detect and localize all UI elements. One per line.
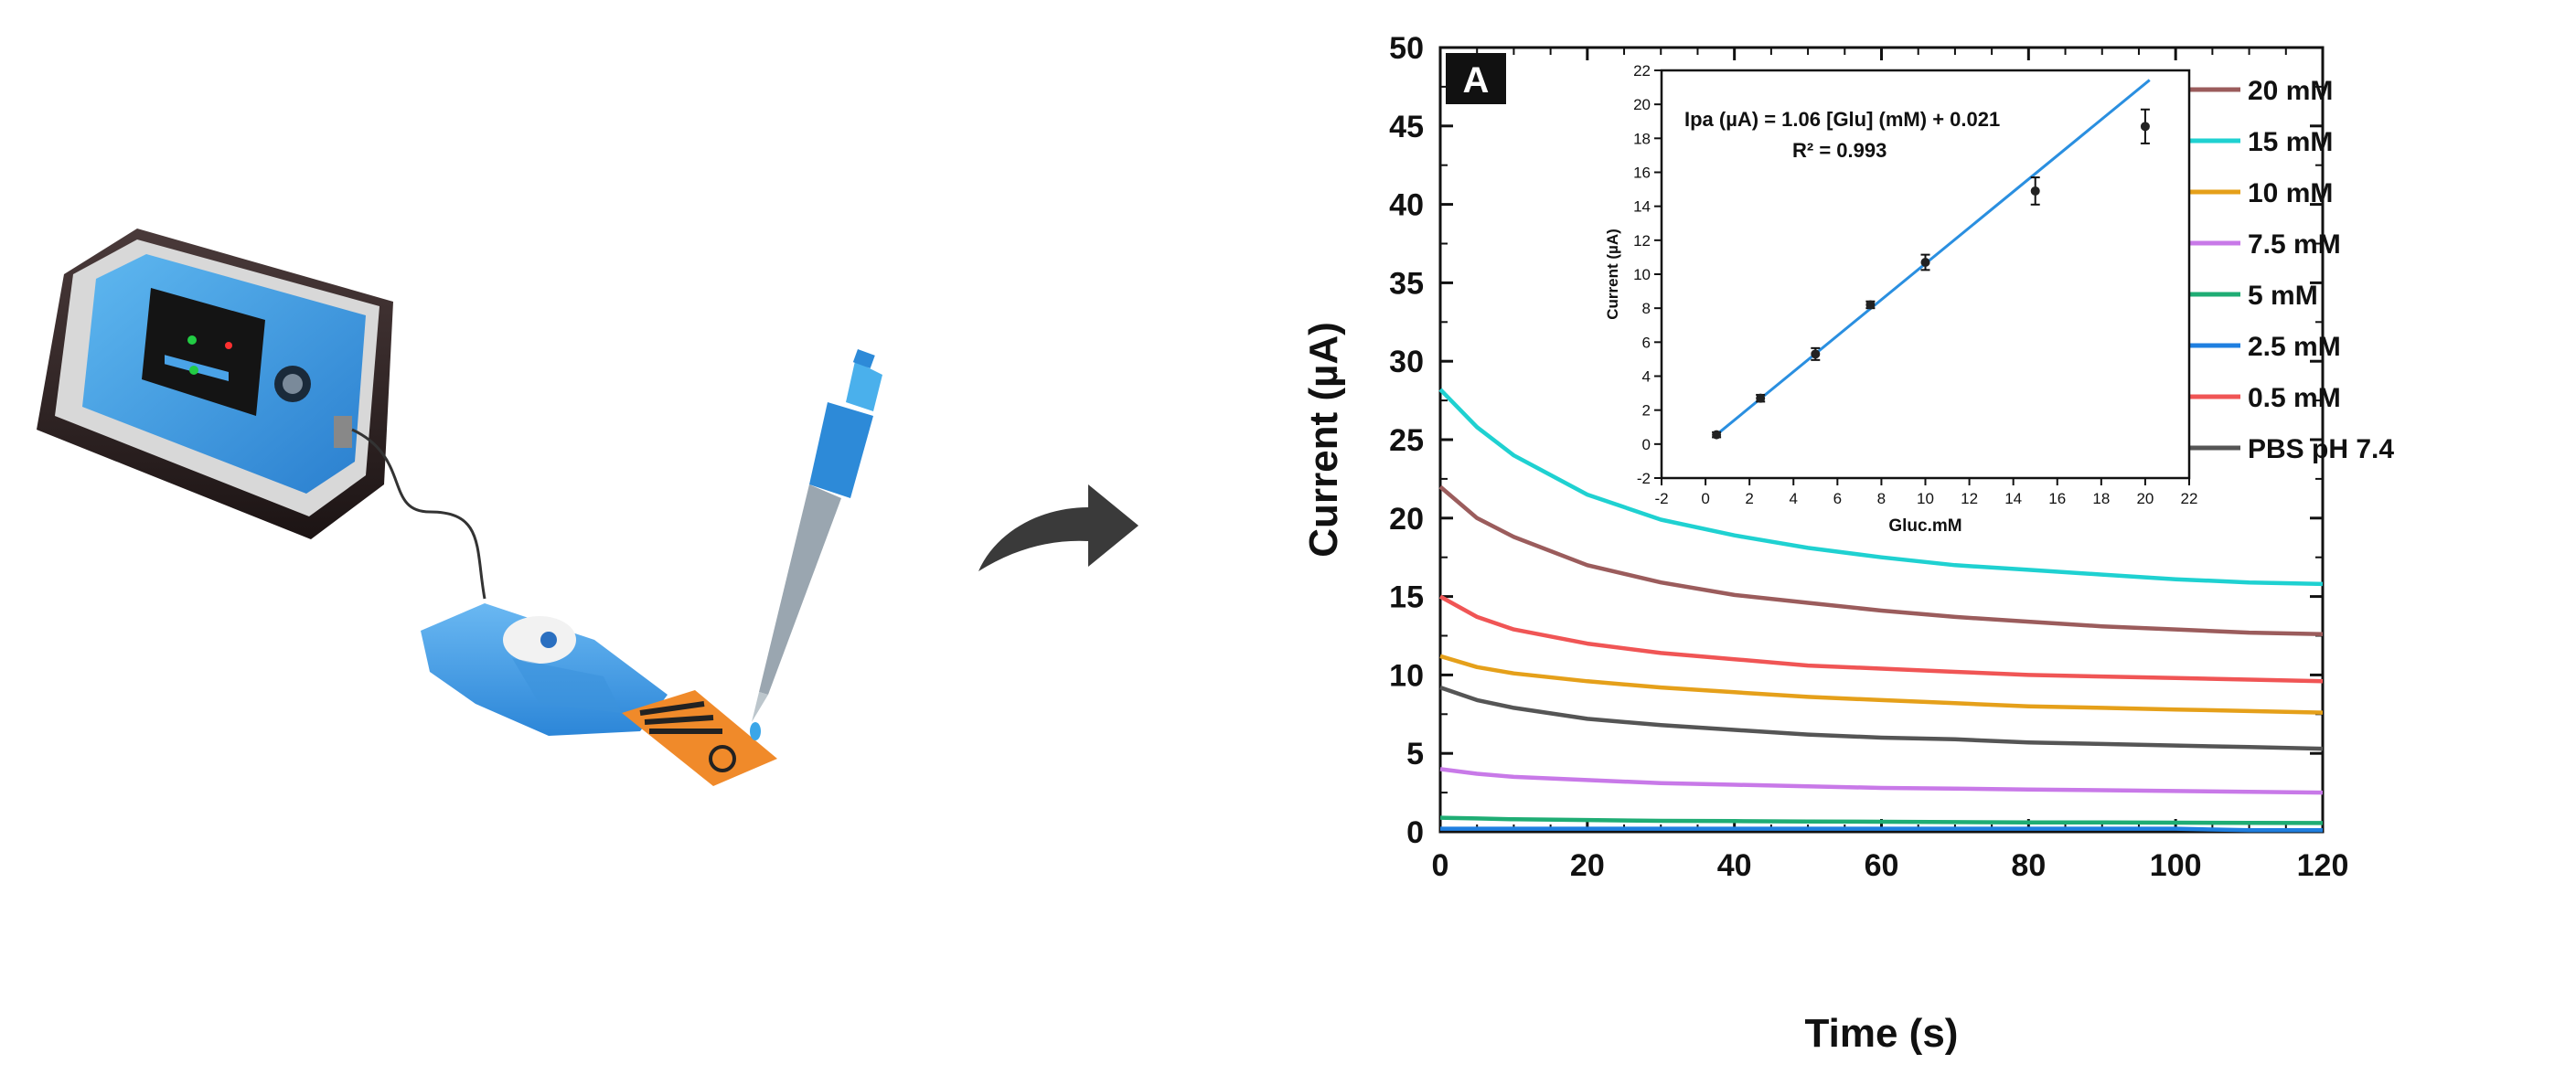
inset-x-tick-label: 20 bbox=[2136, 490, 2154, 507]
inset-y-tick-label: 10 bbox=[1633, 266, 1651, 283]
inset-x-tick-label: 18 bbox=[2092, 490, 2110, 507]
inset-r-squared: R² = 0.993 bbox=[1792, 139, 1887, 162]
panel-label-text: A bbox=[1463, 60, 1490, 101]
series-line bbox=[1438, 594, 2324, 684]
panel-label: A bbox=[1446, 53, 1506, 104]
inset-point bbox=[2030, 186, 2040, 196]
x-axis: 0 20 40 60 80 100 120 bbox=[1432, 48, 2349, 883]
legend-label: PBS pH 7.4 bbox=[2248, 434, 2394, 464]
inset-x-tick-label: 0 bbox=[1701, 490, 1709, 507]
inset-equation: Ipa (µA) = 1.06 [Glu] (mM) + 0.021 bbox=[1684, 108, 2000, 131]
series-line bbox=[1439, 767, 2324, 795]
series-line bbox=[1439, 685, 2324, 751]
series-line bbox=[1438, 388, 2324, 587]
inset-y-tick-label: 14 bbox=[1633, 198, 1651, 216]
y-tick-label: 35 bbox=[1389, 266, 1424, 301]
cable bbox=[351, 428, 486, 600]
series-line bbox=[1440, 826, 2323, 833]
device-illustration bbox=[37, 229, 882, 786]
inset-point bbox=[1811, 349, 1821, 359]
series-line bbox=[1439, 654, 2324, 715]
inset-border bbox=[1660, 69, 2191, 480]
inset-x-tick-label: 8 bbox=[1877, 490, 1886, 507]
inset-y-tick-label: 16 bbox=[1633, 165, 1651, 182]
inset-y-axis-title: Current (µA) bbox=[1604, 229, 1621, 320]
inset-y-tick-label: 20 bbox=[1633, 96, 1651, 113]
x-tick-label: 80 bbox=[2011, 848, 2046, 883]
y-tick-label: 15 bbox=[1389, 580, 1424, 615]
x-tick-label: 40 bbox=[1717, 848, 1752, 883]
y-axis-title: Current (µA) bbox=[1301, 322, 1346, 558]
y-tick-label: 5 bbox=[1406, 737, 1424, 771]
x-tick-label: 100 bbox=[2150, 848, 2202, 883]
legend-label: 10 mM bbox=[2248, 178, 2333, 208]
sensor-adapter bbox=[421, 603, 668, 736]
y-tick-label: 20 bbox=[1389, 502, 1424, 537]
inset-x-tick-label: -2 bbox=[1654, 490, 1668, 507]
y-tick-label: 25 bbox=[1389, 423, 1424, 458]
x-tick-label: 60 bbox=[1865, 848, 1899, 883]
inset-x-tick-label: 14 bbox=[2004, 490, 2022, 507]
y-tick-label: 45 bbox=[1389, 110, 1424, 144]
inset-point bbox=[1865, 300, 1876, 310]
series-line bbox=[1438, 484, 2324, 637]
y-tick-label: 0 bbox=[1406, 815, 1424, 850]
y-tick-label: 10 bbox=[1389, 658, 1424, 693]
x-tick-label: 120 bbox=[2297, 848, 2349, 883]
legend: 20 mM 15 mM 10 mM 7.5 mM 5 mM 2.5 mM 0.5 mM PBS… bbox=[2173, 76, 2394, 464]
inset-y-tick-label: 18 bbox=[1633, 130, 1651, 147]
inset-point bbox=[1756, 393, 1766, 403]
potentiostat-reader bbox=[37, 229, 393, 539]
inset-point bbox=[1920, 257, 1930, 267]
inset-y-tick-label: 12 bbox=[1633, 232, 1651, 250]
inset-calibration-plot: -2 0 2 4 6 8 10 12 14 16 18 20 22 -2 0 2 4 6 8 10 12 14 16 18 20… bbox=[1604, 62, 2197, 536]
panel-label-background bbox=[1446, 53, 1506, 104]
inset-y-tick-label: 4 bbox=[1642, 368, 1651, 386]
legend-label: 5 mM bbox=[2248, 281, 2318, 311]
x-tick-label: 20 bbox=[1570, 848, 1605, 883]
inset-y-tick-label: 6 bbox=[1642, 334, 1651, 351]
inset-y-tick-label: -2 bbox=[1637, 470, 1651, 487]
inset-y-tick-label: 0 bbox=[1642, 436, 1651, 453]
inset-axes: -2 0 2 4 6 8 10 12 14 16 18 20 22 -2 0 2 4 6 8 10 12 14 16 18 20… bbox=[1633, 62, 2197, 507]
y-tick-label: 40 bbox=[1389, 188, 1424, 223]
inset-points bbox=[1712, 108, 2150, 440]
inset-x-tick-label: 6 bbox=[1833, 490, 1842, 507]
inset-frame bbox=[1660, 69, 2191, 480]
test-strip bbox=[622, 690, 777, 786]
y-tick-label: 50 bbox=[1389, 31, 1424, 66]
x-axis-title: Time (s) bbox=[1805, 1011, 1959, 1056]
arrow-shape bbox=[978, 484, 1138, 571]
legend-label: 0.5 mM bbox=[2248, 383, 2341, 413]
inset-x-tick-label: 2 bbox=[1745, 490, 1753, 507]
inset-x-tick-label: 22 bbox=[2181, 490, 2198, 507]
screen bbox=[142, 288, 265, 416]
pipette bbox=[750, 349, 882, 740]
legend-label: 15 mM bbox=[2248, 127, 2333, 157]
inset-point bbox=[1712, 430, 1722, 440]
y-tick-label: 30 bbox=[1389, 345, 1424, 379]
droplet-icon bbox=[750, 722, 761, 740]
series-lines bbox=[1438, 388, 2324, 833]
legend-label: 7.5 mM bbox=[2248, 229, 2341, 260]
legend-label: 20 mM bbox=[2248, 76, 2333, 106]
inset-x-tick-label: 12 bbox=[1961, 490, 1978, 507]
inset-x-axis-title: Gluc.mM bbox=[1888, 516, 1961, 536]
inset-y-tick-label: 22 bbox=[1633, 62, 1651, 80]
series-line bbox=[1439, 815, 2324, 825]
inset-point bbox=[2140, 122, 2150, 132]
inset-y-tick-label: 8 bbox=[1642, 300, 1651, 317]
inset-fit-line bbox=[1716, 79, 2151, 436]
x-tick-label: 0 bbox=[1432, 848, 1449, 883]
inset-x-tick-label: 10 bbox=[1917, 490, 1934, 507]
curved-arrow-icon bbox=[978, 484, 1138, 571]
inset-y-tick-label: 2 bbox=[1642, 402, 1651, 420]
inset-x-tick-label: 4 bbox=[1790, 490, 1798, 507]
legend-label: 2.5 mM bbox=[2248, 332, 2341, 362]
inset-x-tick-label: 16 bbox=[2048, 490, 2066, 507]
